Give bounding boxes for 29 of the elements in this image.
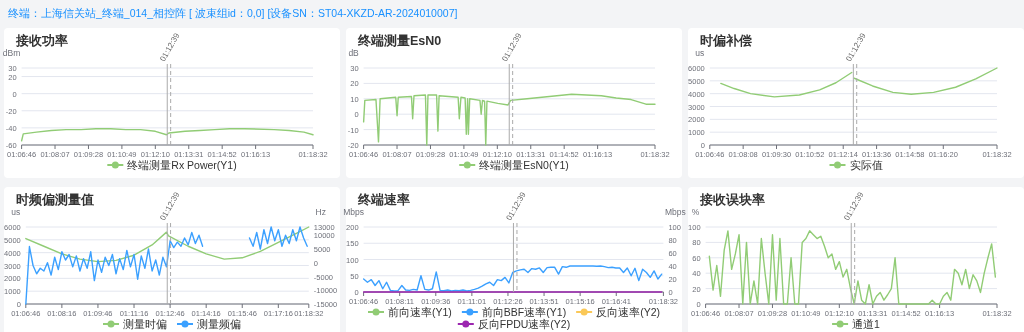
chart-title: 时频偏测量值 bbox=[16, 193, 94, 207]
chart-title: 终端测量EsN0 bbox=[357, 34, 442, 48]
line-series bbox=[20, 128, 314, 142]
legend-label: 测量时偏 bbox=[123, 317, 167, 330]
y-axis-title: dBm bbox=[2, 48, 21, 58]
legend-label: 反向速率(Y2) bbox=[596, 305, 660, 318]
legend-label: 反向FPDU速率(Y2) bbox=[477, 317, 571, 330]
y2-axis-title: Hz bbox=[315, 207, 326, 217]
legend-label: 终端测量EsN0(Y1) bbox=[479, 158, 569, 171]
chart-title: 终端速率 bbox=[357, 192, 410, 207]
y-axis-title: us bbox=[11, 207, 21, 217]
chart-title: 时偏补偿 bbox=[700, 33, 752, 48]
line-series bbox=[25, 226, 310, 263]
legend-label: 前向BBF速率(Y1) bbox=[481, 305, 567, 318]
line-series bbox=[708, 230, 997, 305]
chart-title: 接收功率 bbox=[15, 33, 68, 48]
y-axis-title: % bbox=[691, 207, 700, 217]
line-series bbox=[362, 93, 656, 146]
legend-label: 前向速率(Y1) bbox=[388, 305, 452, 318]
y-axis-title: Mbps bbox=[343, 207, 364, 217]
legend-label: 实际值 bbox=[849, 158, 883, 171]
legend-label: 终端测量Rx Power(Y1) bbox=[127, 158, 237, 171]
legend-label: 通道1 bbox=[852, 317, 881, 330]
y2-axis-title: Mbps bbox=[665, 207, 686, 217]
chart-title: 接收误块率 bbox=[699, 192, 765, 207]
y-axis-title: us bbox=[695, 48, 705, 58]
legend-label: 测量频偏 bbox=[197, 317, 241, 330]
y-axis-title: dB bbox=[348, 48, 360, 58]
text: 终端：上海信关站_终端_014_相控阵 [ 波束组id：0,0] [设备SN：ST04-XKZD-AR-2024010007] bbox=[8, 7, 458, 19]
